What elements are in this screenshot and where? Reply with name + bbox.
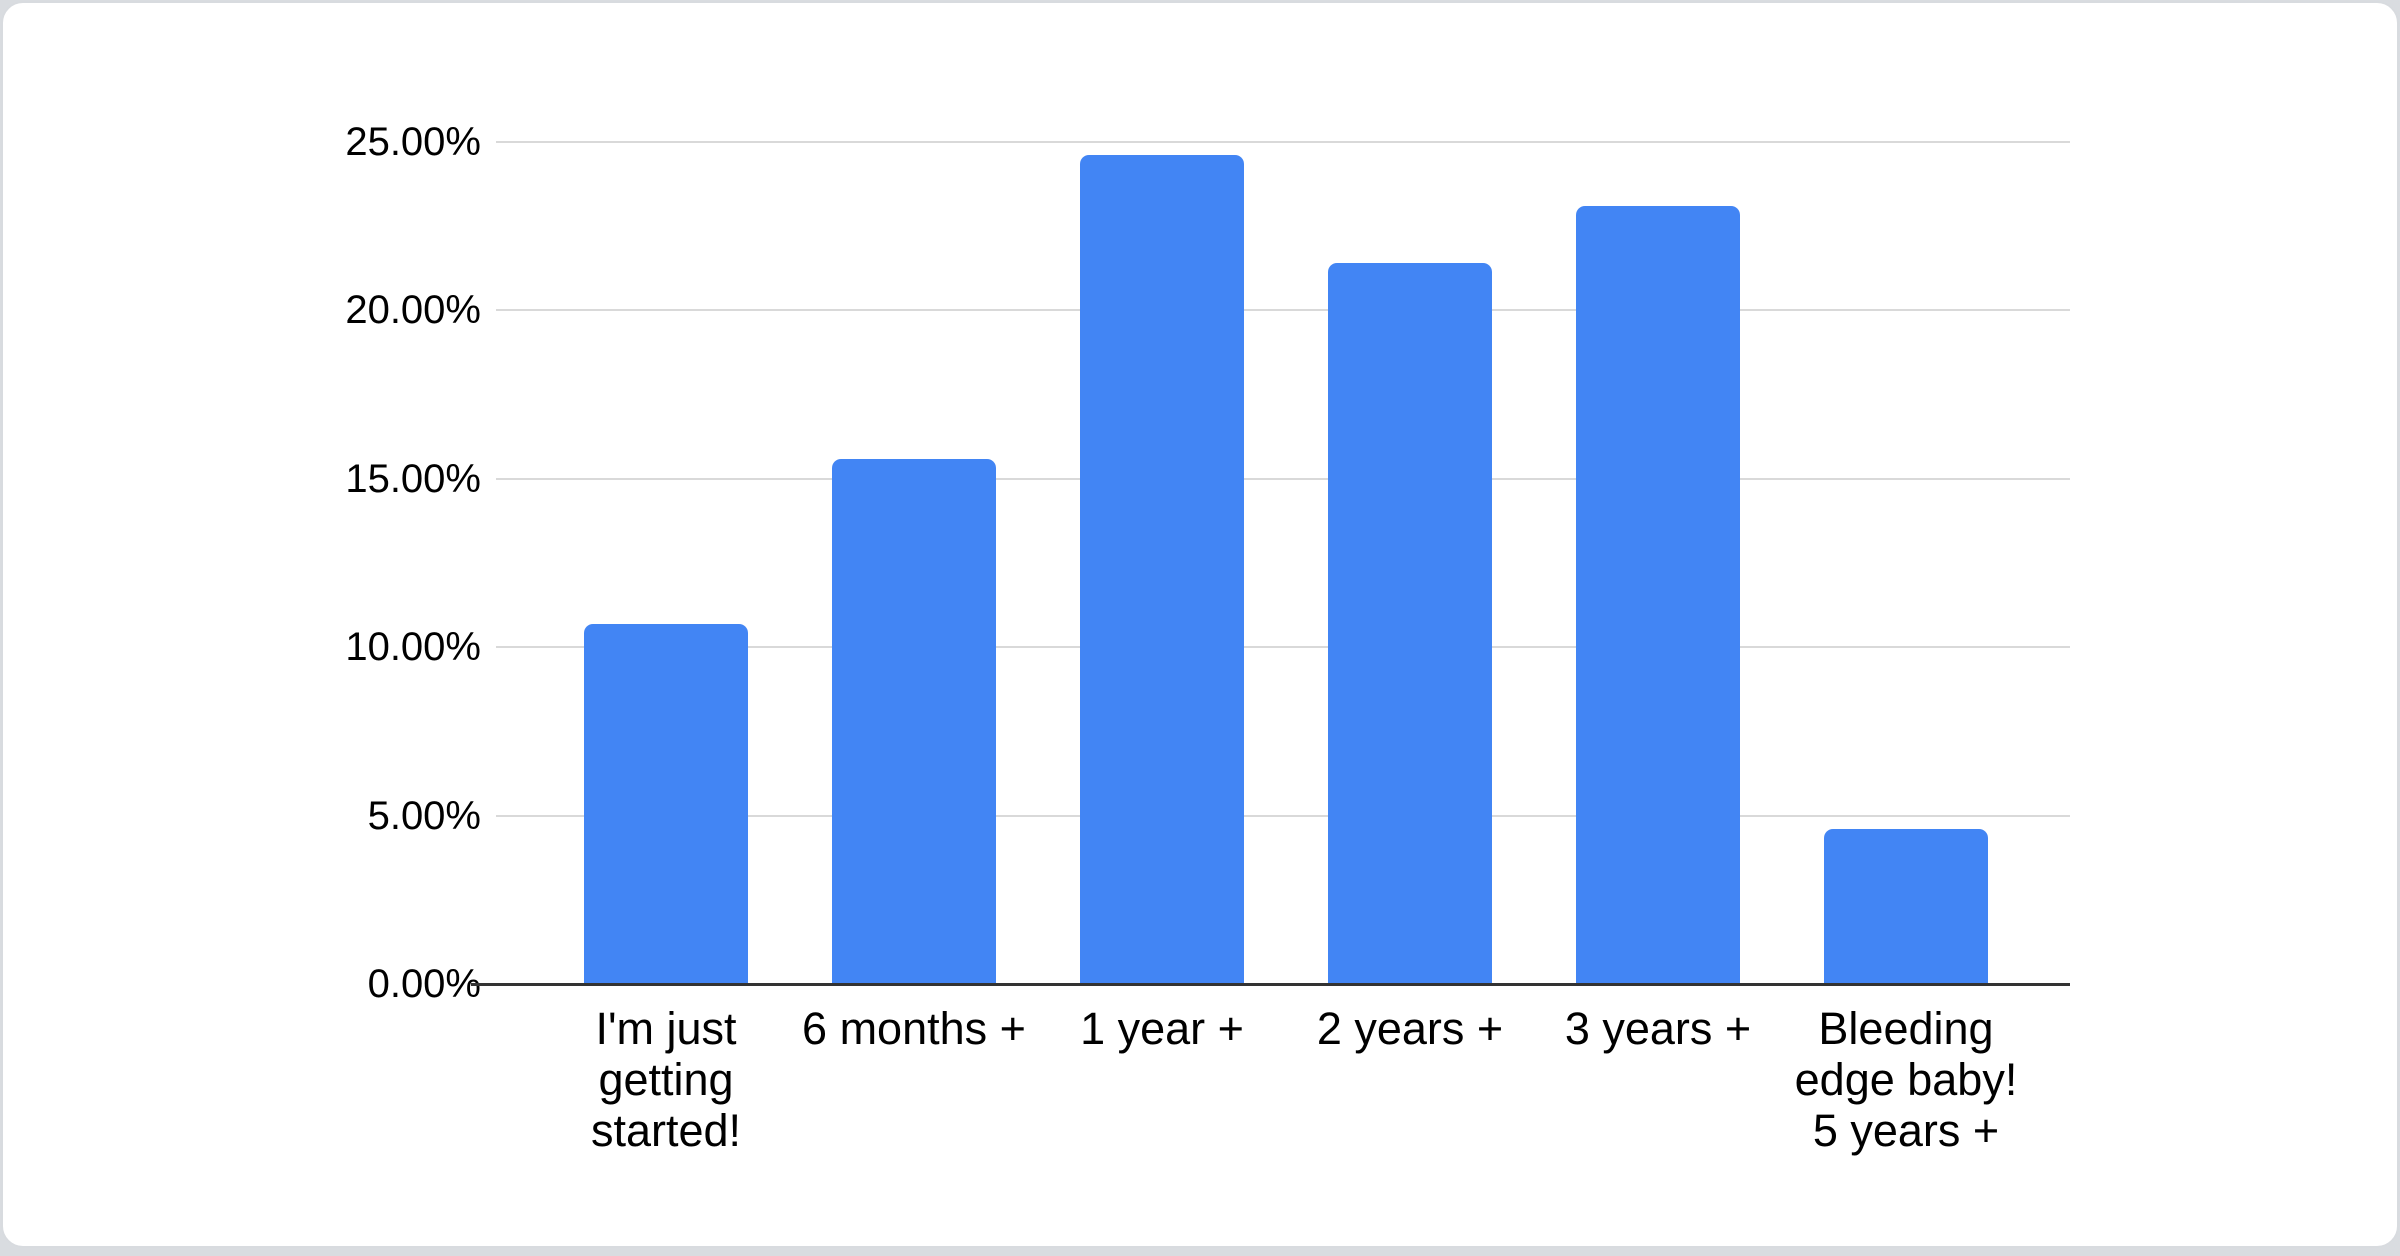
gridline xyxy=(496,814,2070,817)
x-category-label-line: 5 years + xyxy=(1812,1105,2000,1156)
gridline xyxy=(496,477,2070,480)
bar[interactable] xyxy=(1080,155,1244,984)
bar-chart: 0.00% 5.00% 10.00% 15.00% 20.00% 25.00% I'm j… xyxy=(3,3,2399,1248)
x-category-label-line: 2 years + xyxy=(1316,1003,1504,1054)
bar[interactable] xyxy=(832,458,996,984)
bar[interactable] xyxy=(584,623,748,984)
x-category-label: I'm just getting started! xyxy=(512,1003,820,1156)
y-tick-label: 5.00% xyxy=(367,793,481,838)
x-category-label-line: 3 years + xyxy=(1564,1003,1752,1054)
bar[interactable] xyxy=(1576,205,1740,984)
x-category-label-line: edge baby! xyxy=(1794,1054,2018,1105)
x-category-label-line: getting xyxy=(598,1054,734,1105)
y-tick-label: 10.00% xyxy=(345,625,481,670)
x-category-label: 1 year + xyxy=(1008,1003,1316,1054)
x-category-label: 6 months + xyxy=(760,1003,1068,1054)
gridline xyxy=(496,141,2070,143)
y-tick-label: 15.00% xyxy=(345,456,481,501)
bar[interactable] xyxy=(1824,829,1988,984)
gridline xyxy=(496,646,2070,649)
x-category-label-line: 1 year + xyxy=(1080,1003,1244,1054)
x-category-label-line: Bleeding xyxy=(1818,1003,1994,1054)
gridline xyxy=(496,309,2070,312)
x-axis-baseline xyxy=(471,983,2070,986)
y-tick-label: 20.00% xyxy=(345,288,481,333)
bar[interactable] xyxy=(1328,263,1492,984)
x-category-label-line: 6 months + xyxy=(802,1003,1026,1054)
x-category-label-line: started! xyxy=(590,1105,742,1156)
x-category-label-line: I'm just xyxy=(595,1003,737,1054)
x-category-label: 3 years + xyxy=(1504,1003,1812,1054)
y-tick-label: 0.00% xyxy=(367,962,481,1006)
x-category-label: 2 years + xyxy=(1256,1003,1564,1054)
x-category-label: Bleeding edge baby! 5 years + xyxy=(1752,1003,2060,1156)
y-tick-label: 25.00% xyxy=(345,120,481,164)
